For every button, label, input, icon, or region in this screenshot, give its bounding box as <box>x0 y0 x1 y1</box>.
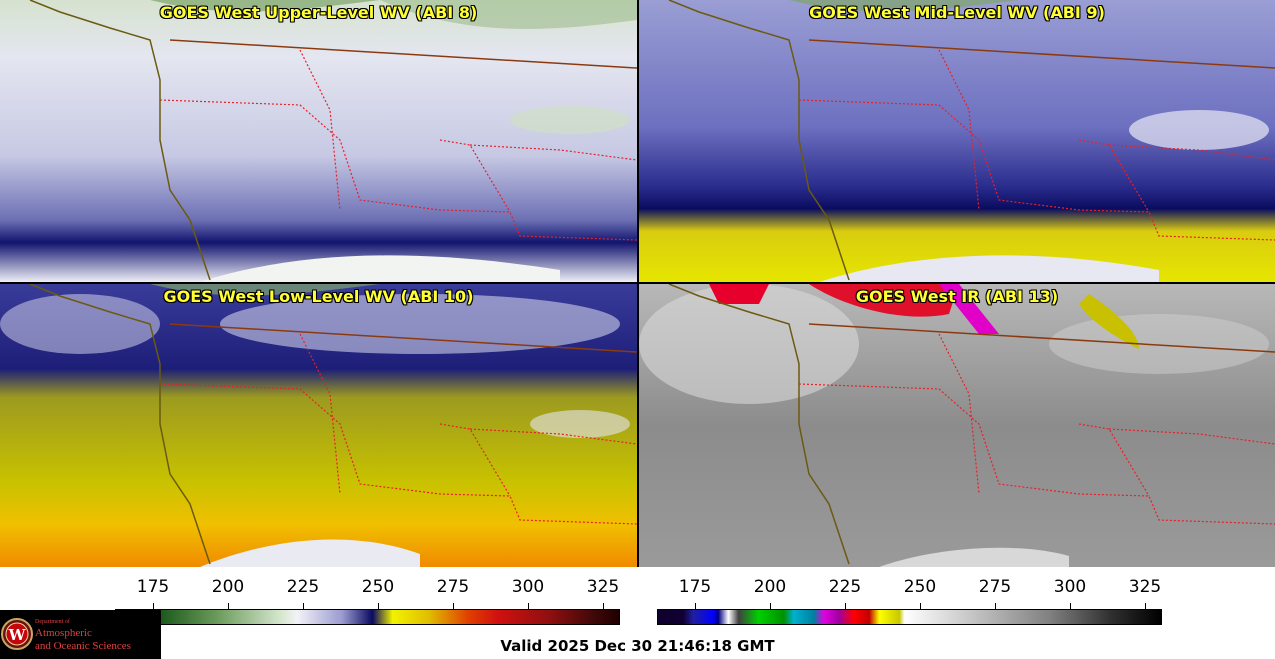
ir-colorbar-strip <box>657 609 1162 625</box>
low-level-wv-panel: GOES West Low-Level WV (ABI 10) <box>0 284 637 567</box>
ir-tick-mark <box>695 603 696 609</box>
ir-tick-label: 300 <box>1053 577 1087 597</box>
wv-tick-label: 200 <box>211 577 245 597</box>
wv-tick-label: 275 <box>436 577 470 597</box>
ir-tick-mark <box>770 603 771 609</box>
panel-title: GOES West Low-Level WV (ABI 10) <box>163 287 474 306</box>
wv-tick-label: 250 <box>361 577 395 597</box>
ir-tick-label: 225 <box>828 577 862 597</box>
panel-title: GOES West IR (ABI 13) <box>855 287 1059 306</box>
upper-level-wv-panel: GOES West Upper-Level WV (ABI 8) <box>0 0 637 282</box>
mid-level-wv-image <box>639 0 1275 282</box>
logo-line-1: Department of <box>35 619 70 625</box>
wv-tick-mark <box>153 603 154 609</box>
ir-tick-mark <box>920 603 921 609</box>
ir-tick-label: 325 <box>1128 577 1162 597</box>
mid-level-wv-panel: GOES West Mid-Level WV (ABI 9) <box>639 0 1275 282</box>
wv-tick-mark <box>603 603 604 609</box>
wv-colorbar-strip <box>115 609 620 625</box>
wv-tick-mark <box>453 603 454 609</box>
wv-tick-mark <box>228 603 229 609</box>
wv-tick-label: 225 <box>286 577 320 597</box>
wv-tick-label: 175 <box>136 577 170 597</box>
ir-tick-label: 250 <box>903 577 937 597</box>
logo-letter: W <box>8 626 27 644</box>
wv-tick-mark <box>303 603 304 609</box>
uw-crest-icon: W <box>1 618 33 650</box>
logo-line-2: Atmospheric <box>35 627 92 639</box>
upper-level-wv-image <box>0 0 637 282</box>
valid-time: Valid 2025 Dec 30 21:46:18 GMT <box>500 637 775 655</box>
ir-tick-mark <box>845 603 846 609</box>
wv-tick-label: 325 <box>586 577 620 597</box>
ir-tick-label: 175 <box>678 577 712 597</box>
wv-tick-mark <box>378 603 379 609</box>
ir-panel: GOES West IR (ABI 13) <box>639 284 1275 567</box>
aos-logo: W Department of Atmospheric and Oceanic … <box>0 610 161 659</box>
ir-tick-mark <box>1145 603 1146 609</box>
ir-image <box>639 284 1275 567</box>
ir-tick-label: 275 <box>978 577 1012 597</box>
ir-tick-mark <box>1070 603 1071 609</box>
ir-tick-label: 200 <box>753 577 787 597</box>
panel-title: GOES West Upper-Level WV (ABI 8) <box>159 3 478 22</box>
low-level-wv-image <box>0 284 637 567</box>
wv-tick-label: 300 <box>511 577 545 597</box>
panel-divider-horizontal <box>0 282 1275 284</box>
ir-tick-mark <box>995 603 996 609</box>
logo-line-3: and Oceanic Sciences <box>35 640 131 652</box>
wv-tick-mark <box>528 603 529 609</box>
panel-title: GOES West Mid-Level WV (ABI 9) <box>809 3 1105 22</box>
